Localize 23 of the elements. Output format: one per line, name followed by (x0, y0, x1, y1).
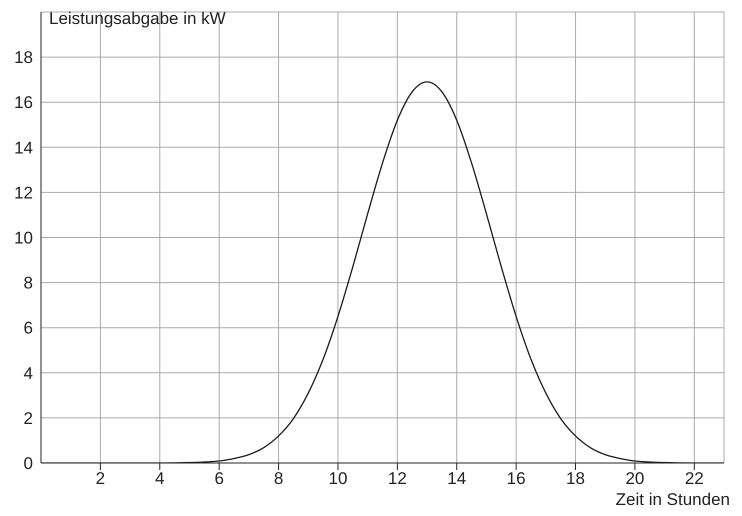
x-tick-label: 16 (506, 469, 526, 488)
x-tick-label: 20 (625, 469, 644, 488)
x-tick-label: 4 (155, 469, 165, 488)
x-tick-label: 12 (388, 469, 407, 488)
y-tick-label: 12 (14, 183, 33, 202)
y-tick-label: 18 (14, 48, 33, 68)
y-tick-label: 2 (24, 408, 33, 428)
x-tick-label: 8 (274, 469, 284, 488)
y-tick-label: 6 (24, 318, 33, 338)
y-tick-label: 0 (24, 454, 33, 474)
x-tick-label: 18 (566, 469, 585, 488)
y-tick-label: 16 (14, 93, 33, 112)
y-tick-label: 10 (14, 228, 33, 248)
x-tick-label: 6 (214, 469, 224, 488)
y-tick-label: 14 (14, 138, 33, 158)
x-tick-label: 2 (96, 469, 106, 488)
y-tick-label: 4 (24, 364, 33, 383)
x-tick-label: 14 (447, 469, 466, 488)
y-axis-title: Leistungsabgabe in kW (49, 9, 226, 28)
x-tick-label: 22 (684, 469, 704, 488)
x-tick-label: 10 (328, 469, 348, 488)
x-axis-title: Zeit in Stunden (616, 490, 730, 509)
y-tick-label: 8 (24, 274, 33, 293)
